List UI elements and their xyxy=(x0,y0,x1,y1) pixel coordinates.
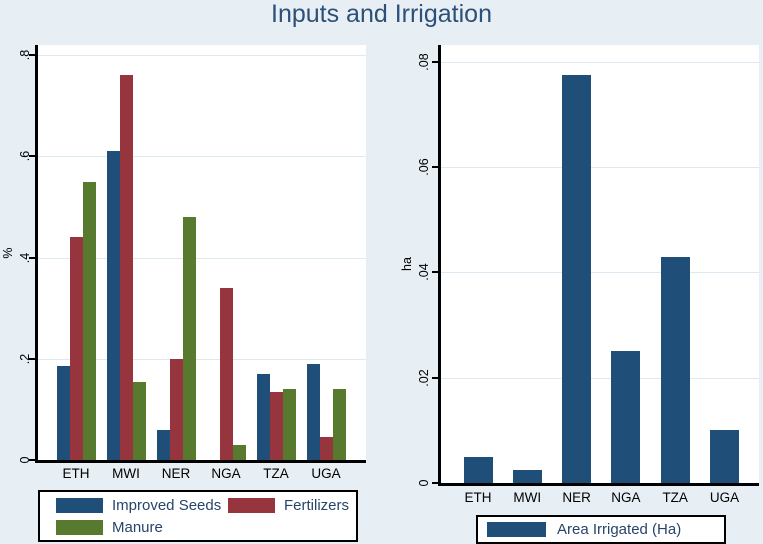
bar-manure-mwi xyxy=(132,381,146,460)
x-category-label-mwi: MWI xyxy=(513,490,542,505)
legend-item-area-irrigated: Area Irrigated (Ha) xyxy=(487,521,681,538)
area-irrigated-swatch xyxy=(487,522,546,537)
x-axis-line xyxy=(35,460,366,463)
y-tick xyxy=(432,166,438,169)
x-category-label-ner: NER xyxy=(562,490,591,505)
bar-fertilizers-uga xyxy=(319,437,333,460)
y-axis-line xyxy=(35,45,38,463)
gridline xyxy=(38,156,366,158)
x-category-label-tza: TZA xyxy=(263,466,289,481)
bar-fertilizers-nga xyxy=(219,287,233,460)
y-tick xyxy=(432,271,438,274)
y-tick-label: .8 xyxy=(18,49,32,61)
x-category-label-mwi: MWI xyxy=(112,466,140,481)
bar-fertilizers-ner xyxy=(169,358,183,460)
y-tick xyxy=(29,54,35,57)
bar-improved-seeds-uga xyxy=(306,363,320,460)
plot-area xyxy=(441,45,759,483)
bar-improved-seeds-tza xyxy=(256,373,270,460)
y-axis-title: ha xyxy=(400,257,414,271)
bar-manure-ner xyxy=(182,217,196,460)
bar-area-irrigated-ha--nga xyxy=(611,351,641,483)
y-tick-label: .2 xyxy=(18,353,32,364)
y-tick xyxy=(432,376,438,379)
bar-area-irrigated-ha--tza xyxy=(660,256,690,483)
bar-area-irrigated-ha--ner xyxy=(562,75,592,483)
bar-fertilizers-eth xyxy=(69,237,83,460)
bar-fertilizers-mwi xyxy=(119,75,133,460)
y-tick xyxy=(29,155,35,158)
y-axis-line xyxy=(438,45,441,486)
area-irrigated-label: Area Irrigated (Ha) xyxy=(557,521,682,538)
bar-manure-nga xyxy=(232,444,246,460)
x-category-label-ner: NER xyxy=(161,466,191,481)
x-category-label-uga: UGA xyxy=(311,466,341,481)
bar-improved-seeds-mwi xyxy=(106,151,120,460)
y-axis-title: % xyxy=(1,246,15,259)
y-tick-label: .6 xyxy=(18,151,32,162)
plot-area xyxy=(38,45,366,460)
bar-improved-seeds-eth xyxy=(56,366,70,460)
y-tick xyxy=(432,482,438,484)
gridline xyxy=(38,358,366,360)
bar-area-irrigated-ha--uga xyxy=(710,430,739,483)
bar-manure-uga xyxy=(332,389,346,460)
y-tick xyxy=(432,60,438,63)
y-tick-label: 0 xyxy=(417,479,431,487)
improved-seeds-swatch xyxy=(56,497,103,513)
bar-improved-seeds-ner xyxy=(156,429,170,460)
y-tick-label: .02 xyxy=(417,369,431,387)
y-tick-label: .06 xyxy=(417,158,431,176)
fertilizers-label: Fertilizers xyxy=(284,496,350,514)
manure-label: Manure xyxy=(112,518,163,536)
x-category-label-eth: ETH xyxy=(62,466,90,481)
bar-manure-eth xyxy=(82,181,96,460)
y-tick xyxy=(29,256,35,259)
x-category-label-nga: NGA xyxy=(611,490,641,505)
bar-fertilizers-tza xyxy=(269,391,283,460)
gridline xyxy=(38,257,366,259)
y-tick-label: .4 xyxy=(18,252,32,263)
y-tick-label: .04 xyxy=(417,263,431,282)
gridline xyxy=(441,167,759,169)
gridline xyxy=(441,272,759,274)
x-category-label-nga: NGA xyxy=(211,466,241,481)
gridline xyxy=(441,377,759,379)
inputs-legend: Improved Seeds Fertilizers Manure xyxy=(38,490,358,542)
bar-area-irrigated-ha--eth xyxy=(463,456,493,483)
irrigation-legend: Area Irrigated (Ha) xyxy=(476,515,726,544)
x-category-label-tza: TZA xyxy=(662,490,688,505)
legend-item-fertilizers: Fertilizers xyxy=(228,497,356,514)
y-tick xyxy=(29,357,35,360)
improved-seeds-label: Improved Seeds xyxy=(112,496,222,514)
bar-manure-tza xyxy=(282,389,296,460)
graph-title: Inputs and Irrigation xyxy=(271,0,492,28)
x-axis-line xyxy=(438,483,759,486)
legend-item-manure: Manure xyxy=(56,519,228,536)
x-category-label-eth: ETH xyxy=(464,490,492,505)
x-category-label-uga: UGA xyxy=(709,490,740,505)
bar-area-irrigated-ha--mwi xyxy=(512,469,542,483)
gridline xyxy=(38,55,366,57)
y-tick xyxy=(29,459,35,461)
fertilizers-swatch xyxy=(228,497,275,513)
legend-item-improved-seeds: Improved Seeds xyxy=(56,497,228,514)
gridline xyxy=(441,61,759,63)
y-tick-label: 0 xyxy=(18,456,32,464)
manure-swatch xyxy=(56,519,103,535)
y-tick-label: .08 xyxy=(417,53,431,71)
